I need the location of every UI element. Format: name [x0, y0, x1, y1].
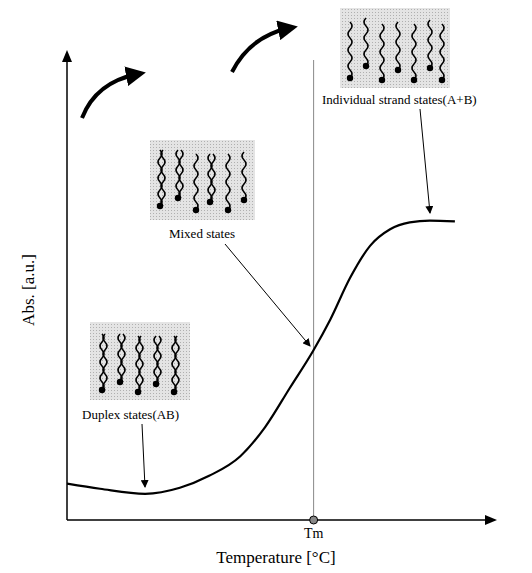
svg-text:Mixed states: Mixed states [169, 226, 235, 241]
svg-text:Tm: Tm [304, 526, 324, 541]
svg-text:Abs. [a.u.]: Abs. [a.u.] [19, 254, 38, 326]
svg-text:Temperature [°C]: Temperature [°C] [216, 548, 335, 567]
svg-text:Individual strand states(A+B): Individual strand states(A+B) [322, 92, 477, 107]
svg-text:Duplex states(AB): Duplex states(AB) [82, 407, 179, 422]
